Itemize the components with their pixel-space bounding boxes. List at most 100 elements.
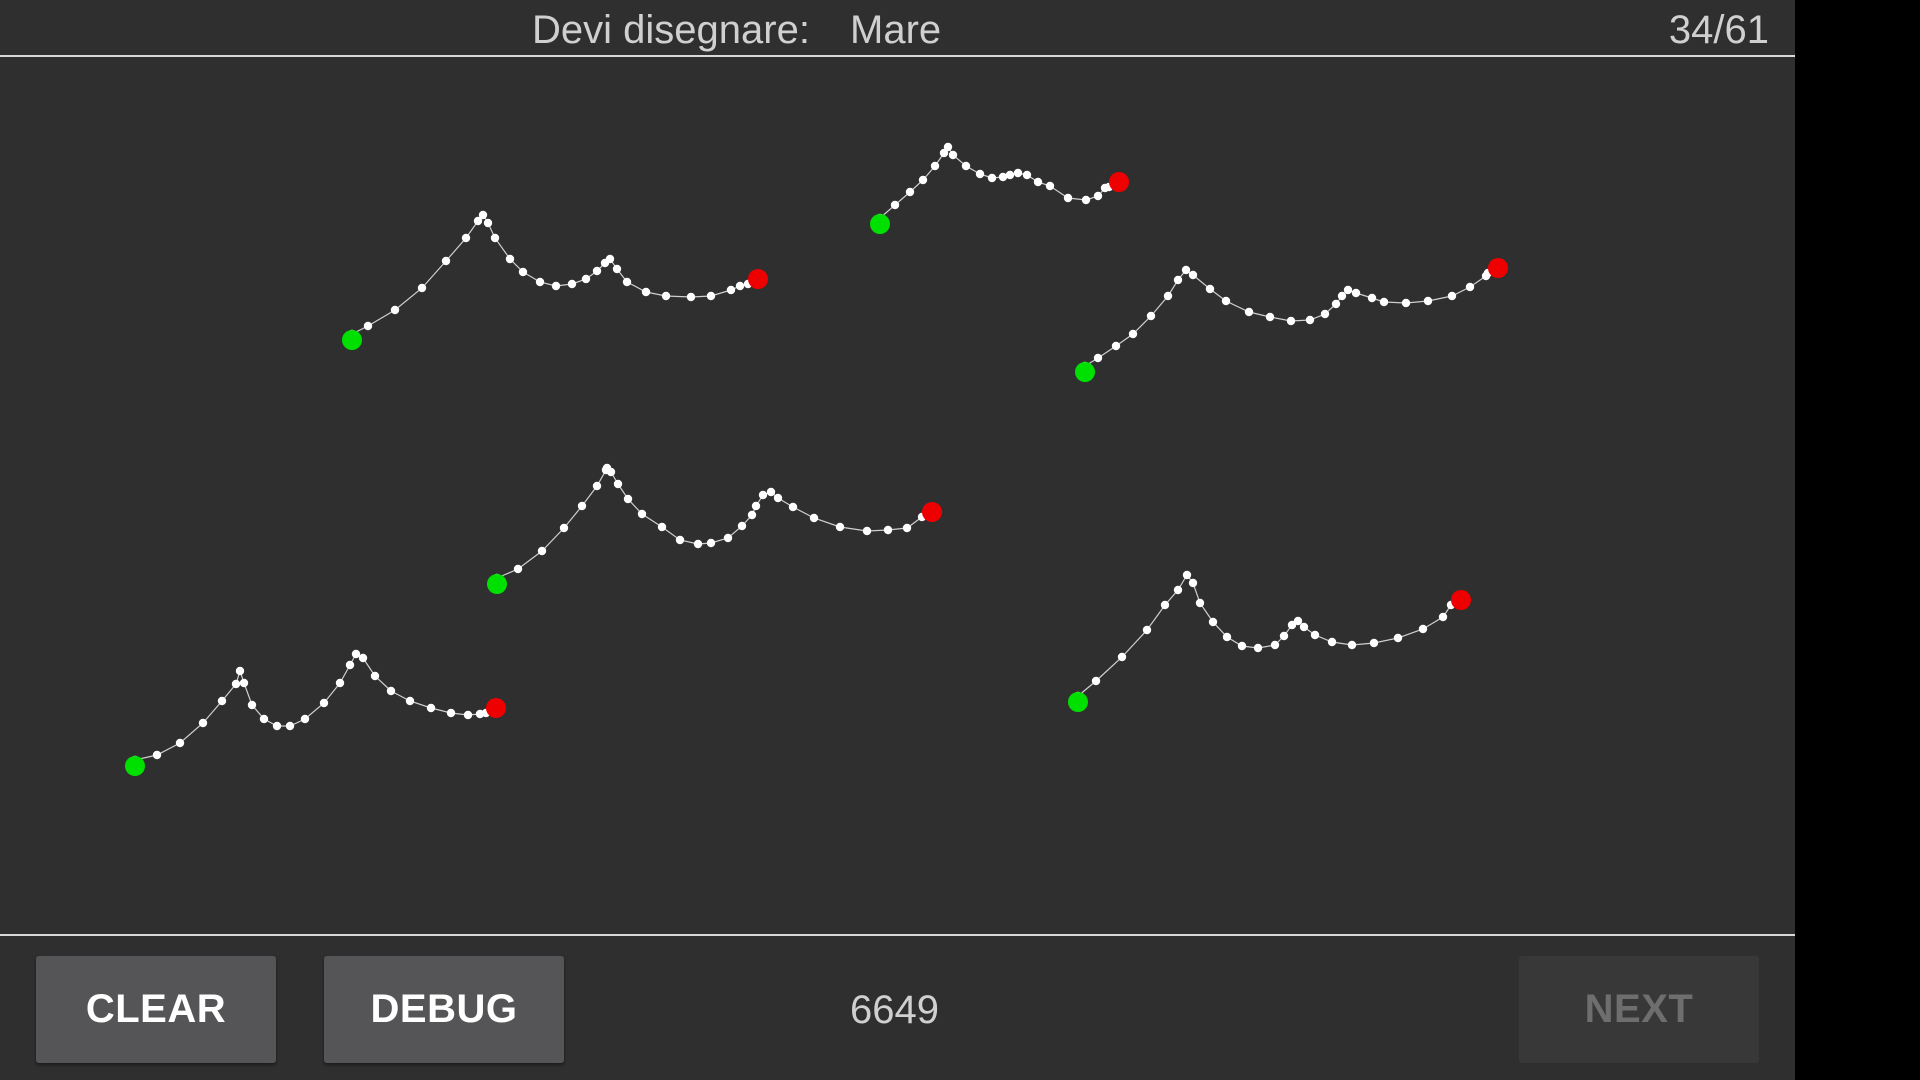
stroke-point	[351, 649, 361, 659]
stroke-3	[1075, 258, 1508, 382]
stroke-point	[975, 169, 985, 179]
stroke-point	[1299, 622, 1309, 632]
stroke-point	[1270, 640, 1280, 650]
stroke-point	[1279, 631, 1289, 641]
footer-bar: CLEAR DEBUG 6649 NEXT	[0, 934, 1795, 1080]
stroke-point	[152, 750, 162, 760]
stroke-point	[1293, 616, 1303, 626]
stroke-point	[441, 256, 451, 266]
stroke-point	[1447, 291, 1457, 301]
stroke-point	[537, 546, 547, 556]
stroke-1	[342, 210, 768, 350]
stroke-point	[637, 509, 647, 519]
stroke-point	[1045, 181, 1055, 191]
stroke-point	[239, 678, 249, 688]
stroke-point	[463, 710, 473, 720]
stroke-end-point	[748, 269, 768, 289]
stroke-point	[737, 521, 747, 531]
stroke-point	[1331, 299, 1341, 309]
stroke-point	[613, 479, 623, 489]
stroke-point	[726, 285, 736, 295]
stroke-point	[1287, 620, 1297, 630]
stroke-point	[1221, 296, 1231, 306]
stroke-point	[809, 513, 819, 523]
stroke-point	[592, 266, 602, 276]
stroke-path	[496, 466, 923, 579]
stroke-point	[686, 292, 696, 302]
stroke-start-point	[1068, 692, 1088, 712]
stroke-point	[1327, 637, 1337, 647]
stroke-point	[446, 708, 456, 718]
stroke-point	[478, 210, 488, 220]
stroke-point	[505, 254, 515, 264]
stroke-point	[513, 564, 523, 574]
stroke-point	[987, 173, 997, 183]
stroke-point	[1347, 640, 1357, 650]
stroke-point	[175, 738, 185, 748]
stroke-point	[693, 539, 703, 549]
stroke-point	[1063, 193, 1073, 203]
stroke-end-point	[1451, 590, 1471, 610]
stroke-path	[1084, 269, 1489, 367]
stroke-point	[1237, 641, 1247, 651]
stroke-point	[272, 721, 282, 731]
stroke-point	[1418, 624, 1428, 634]
stroke-point	[1265, 312, 1275, 322]
stroke-end-point	[1488, 258, 1508, 278]
stroke-point	[862, 526, 872, 536]
stroke-point	[551, 281, 561, 291]
stroke-point	[1310, 630, 1320, 640]
stroke-path	[351, 213, 749, 335]
progress-counter: 34/61	[1668, 8, 1769, 52]
next-button: NEXT	[1519, 956, 1759, 1063]
stroke-point	[483, 218, 493, 228]
stroke-point	[1343, 285, 1353, 295]
stroke-point	[1117, 652, 1127, 662]
stroke-point	[606, 467, 616, 477]
screen-edge	[1795, 0, 1920, 1080]
stroke-end-point	[486, 698, 506, 718]
stroke-start-point	[1075, 362, 1095, 382]
stroke-point	[1188, 578, 1198, 588]
stroke-point	[1142, 625, 1152, 635]
stroke-start-point	[125, 756, 145, 776]
debug-button[interactable]: DEBUG	[324, 956, 564, 1063]
drawing-canvas[interactable]	[0, 57, 1795, 935]
stroke-point	[567, 279, 577, 289]
stroke-point	[417, 283, 427, 293]
stroke-point	[1093, 191, 1103, 201]
stroke-point	[259, 714, 269, 724]
score-value: 6649	[850, 988, 939, 1032]
stroke-point	[390, 305, 400, 315]
stroke-point	[577, 501, 587, 511]
stroke-point	[1367, 293, 1377, 303]
stroke-point	[1081, 195, 1091, 205]
stroke-point	[605, 254, 615, 264]
stroke-point	[788, 502, 798, 512]
stroke-point	[902, 523, 912, 533]
stroke-point	[1369, 638, 1379, 648]
stroke-point	[735, 281, 745, 291]
stroke-point	[1205, 284, 1215, 294]
drawing-surface[interactable]	[0, 57, 1795, 935]
stroke-point	[345, 660, 355, 670]
stroke-point	[319, 698, 329, 708]
stroke-point	[758, 490, 768, 500]
stroke-point	[461, 233, 471, 243]
stroke-point	[706, 538, 716, 548]
stroke-point	[300, 714, 310, 724]
stroke-point	[370, 671, 380, 681]
stroke-point	[231, 679, 241, 689]
stroke-point	[961, 161, 971, 171]
stroke-point	[386, 686, 396, 696]
stroke-point	[1163, 291, 1173, 301]
stroke-point	[657, 522, 667, 532]
stroke-point	[1244, 307, 1254, 317]
stroke-point	[1022, 170, 1032, 180]
stroke-point	[1393, 633, 1403, 643]
stroke-2	[870, 142, 1129, 234]
stroke-point	[835, 522, 845, 532]
stroke-point	[1005, 170, 1015, 180]
stroke-point	[883, 525, 893, 535]
clear-button[interactable]: CLEAR	[36, 956, 276, 1063]
